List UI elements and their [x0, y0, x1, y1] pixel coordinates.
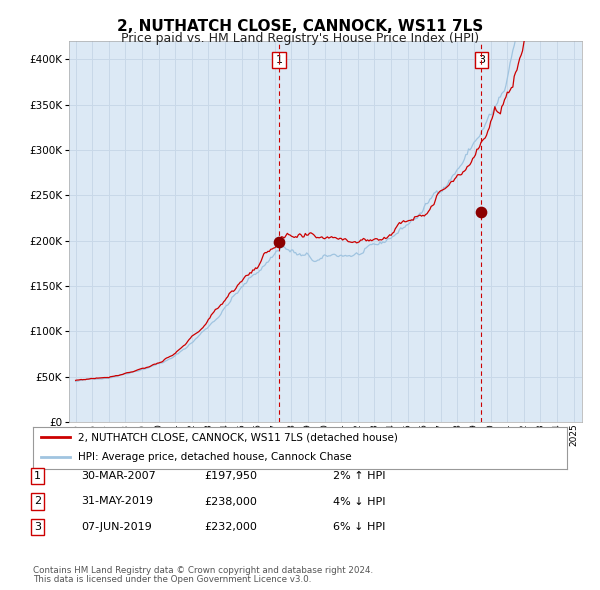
- Point: [274, 238, 284, 247]
- Text: Contains HM Land Registry data © Crown copyright and database right 2024.: Contains HM Land Registry data © Crown c…: [33, 566, 373, 575]
- Text: 2, NUTHATCH CLOSE, CANNOCK, WS11 7LS: 2, NUTHATCH CLOSE, CANNOCK, WS11 7LS: [117, 19, 483, 34]
- Text: 07-JUN-2019: 07-JUN-2019: [81, 522, 152, 532]
- Text: 3: 3: [34, 522, 41, 532]
- Text: £232,000: £232,000: [204, 522, 257, 532]
- Text: 1: 1: [275, 55, 283, 65]
- Text: HPI: Average price, detached house, Cannock Chase: HPI: Average price, detached house, Cann…: [79, 452, 352, 462]
- Text: 2% ↑ HPI: 2% ↑ HPI: [333, 471, 386, 481]
- Text: £238,000: £238,000: [204, 497, 257, 506]
- Text: 2: 2: [34, 497, 41, 506]
- Text: Price paid vs. HM Land Registry's House Price Index (HPI): Price paid vs. HM Land Registry's House …: [121, 32, 479, 45]
- Text: 6% ↓ HPI: 6% ↓ HPI: [333, 522, 385, 532]
- Text: 4% ↓ HPI: 4% ↓ HPI: [333, 497, 386, 506]
- Text: 2, NUTHATCH CLOSE, CANNOCK, WS11 7LS (detached house): 2, NUTHATCH CLOSE, CANNOCK, WS11 7LS (de…: [79, 432, 398, 442]
- Text: 31-MAY-2019: 31-MAY-2019: [81, 497, 153, 506]
- Text: £197,950: £197,950: [204, 471, 257, 481]
- Point: [476, 207, 486, 217]
- Text: 3: 3: [478, 55, 485, 65]
- Text: 1: 1: [34, 471, 41, 481]
- Text: 30-MAR-2007: 30-MAR-2007: [81, 471, 156, 481]
- Text: This data is licensed under the Open Government Licence v3.0.: This data is licensed under the Open Gov…: [33, 575, 311, 584]
